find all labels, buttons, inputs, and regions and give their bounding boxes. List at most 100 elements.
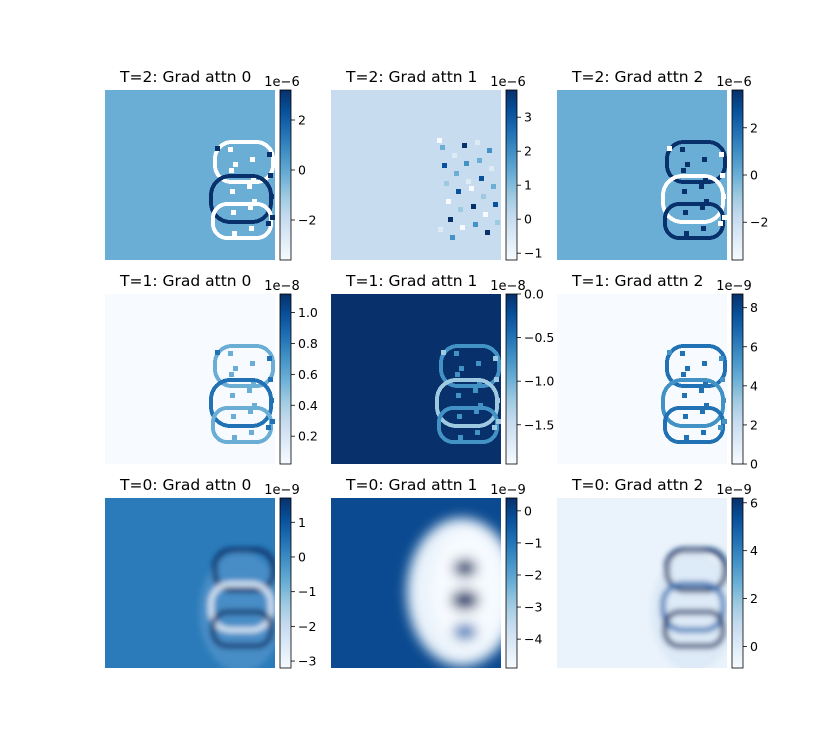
heatmap-cell	[249, 226, 254, 231]
colorbar	[505, 293, 518, 465]
digit-ring-middle	[208, 581, 274, 633]
heatmap-cell	[701, 430, 706, 435]
heatmap-image	[557, 294, 727, 464]
heatmap-panel: T=0: Grad attn 1 1e−9 0 −1 −2 −3 −4	[331, 476, 542, 669]
heatmap-panel: T=1: Grad attn 1 1e−80.0 −0.5 −1.0 −1.5	[331, 272, 554, 465]
colorbar	[731, 293, 744, 465]
blurred-digit	[199, 547, 275, 668]
heatmap-cell	[452, 153, 457, 158]
heatmap-cell	[250, 157, 255, 162]
colorbar-tick-label: 0	[750, 168, 758, 183]
digit-ring-upper	[439, 344, 501, 388]
heatmap-cell	[456, 393, 461, 398]
heatmap-cell	[268, 377, 273, 382]
heatmap-cell	[495, 398, 500, 403]
heatmap-cell	[248, 409, 253, 414]
panel-title: T=1: Grad attn 1	[345, 272, 477, 290]
heatmap-cell	[491, 184, 496, 189]
colorbar-tick-label: 0.0	[524, 287, 544, 302]
colorbar	[279, 293, 292, 465]
colorbar-tick-label: 6	[750, 339, 758, 354]
heatmap-cell	[215, 350, 220, 355]
heatmap-image	[331, 294, 501, 464]
panel-title: T=2: Grad attn 1	[345, 68, 477, 86]
colorbar-tick-label: 8	[750, 300, 758, 315]
heatmap-cell	[269, 194, 274, 199]
heatmap-cell	[704, 403, 709, 408]
colorbar	[731, 89, 744, 261]
heatmap-cell	[448, 217, 453, 222]
heatmap-cell	[249, 430, 254, 435]
heatmap-cell	[722, 419, 727, 424]
colorbar-tick-label: −1	[298, 584, 316, 599]
colorbar-offset-label: 1e−9	[264, 483, 299, 498]
panel-title: T=1: Grad attn 2	[571, 272, 703, 290]
heatmap-cell	[267, 152, 272, 157]
heatmap-cell	[494, 377, 499, 382]
heatmap-cell	[720, 377, 725, 382]
heatmap-cell	[700, 409, 705, 414]
heatmap-cell	[479, 176, 484, 181]
heatmap-panel: T=0: Grad attn 0 1e−9 1 0 −1 −2 −3	[105, 476, 316, 669]
heatmap-cell	[444, 181, 449, 186]
heatmap-cell	[475, 430, 480, 435]
colorbar-tick-label: 0.2	[298, 429, 318, 444]
colorbar-tick-label: 0.6	[298, 367, 318, 382]
heatmap-cell	[469, 186, 474, 191]
heatmap-cell	[681, 168, 686, 173]
heatmap-cell	[474, 409, 479, 414]
heatmap-cell	[720, 173, 725, 178]
colorbar-tick-label: −1.0	[524, 374, 554, 389]
colorbar-tick-label: 0	[524, 212, 532, 227]
heatmap-cell	[721, 194, 726, 199]
colorbar	[731, 497, 744, 669]
colorbar-offset-label: 1e−9	[716, 483, 751, 498]
heatmap-cell	[459, 366, 464, 371]
heatmap-cell	[454, 171, 459, 176]
colorbar-tick-label: 0	[750, 639, 758, 654]
heatmap-cell	[703, 382, 708, 387]
heatmap-cell	[496, 419, 501, 424]
heatmap-image	[331, 498, 501, 668]
heatmap-cell	[685, 162, 690, 167]
panel-title: T=2: Grad attn 0	[119, 68, 251, 86]
heatmap-cell	[495, 220, 500, 225]
colorbar	[279, 89, 292, 261]
heatmap-cell	[718, 425, 723, 430]
heatmap-cell	[251, 178, 256, 183]
heatmap-cell	[683, 210, 688, 215]
heatmap-cell	[437, 138, 442, 143]
heatmap-cell	[252, 403, 257, 408]
heatmap-cell	[492, 425, 497, 430]
colorbar-tick-label: 0.4	[298, 398, 318, 413]
panel-title: T=0: Grad attn 0	[119, 476, 251, 494]
heatmap-cell	[252, 199, 257, 204]
heatmap-cell	[229, 168, 234, 173]
heatmap-cell	[457, 414, 462, 419]
heatmap-cell	[229, 372, 234, 377]
heatmap-cell	[721, 398, 726, 403]
heatmap-cell	[478, 403, 483, 408]
heatmap-cell	[456, 189, 461, 194]
heatmap-cell	[231, 210, 236, 215]
heatmap-cell	[476, 361, 481, 366]
heatmap-cell	[215, 146, 220, 151]
colorbar-offset-label: 1e−6	[264, 75, 299, 90]
colorbar-tick-label: 0	[298, 549, 306, 564]
heatmap-cell	[699, 184, 704, 189]
colorbar-tick-label: 6	[750, 495, 758, 510]
colorbar-tick-label: 0	[298, 163, 306, 178]
heatmap-cell	[233, 162, 238, 167]
heatmap-cell	[266, 221, 271, 226]
colorbar-tick-label: 0.8	[298, 336, 318, 351]
heatmap-cell	[248, 205, 253, 210]
heatmap-cell	[270, 419, 275, 424]
colorbar-tick-label: −3	[298, 654, 316, 669]
colorbar-tick-label: 2	[524, 144, 532, 159]
heatmap-cell	[460, 225, 465, 230]
heatmap-cell	[228, 147, 233, 152]
heatmap-cell	[722, 215, 727, 220]
colorbar-tick-label: 2	[750, 591, 758, 606]
colorbar-tick-label: −1.5	[524, 417, 554, 432]
